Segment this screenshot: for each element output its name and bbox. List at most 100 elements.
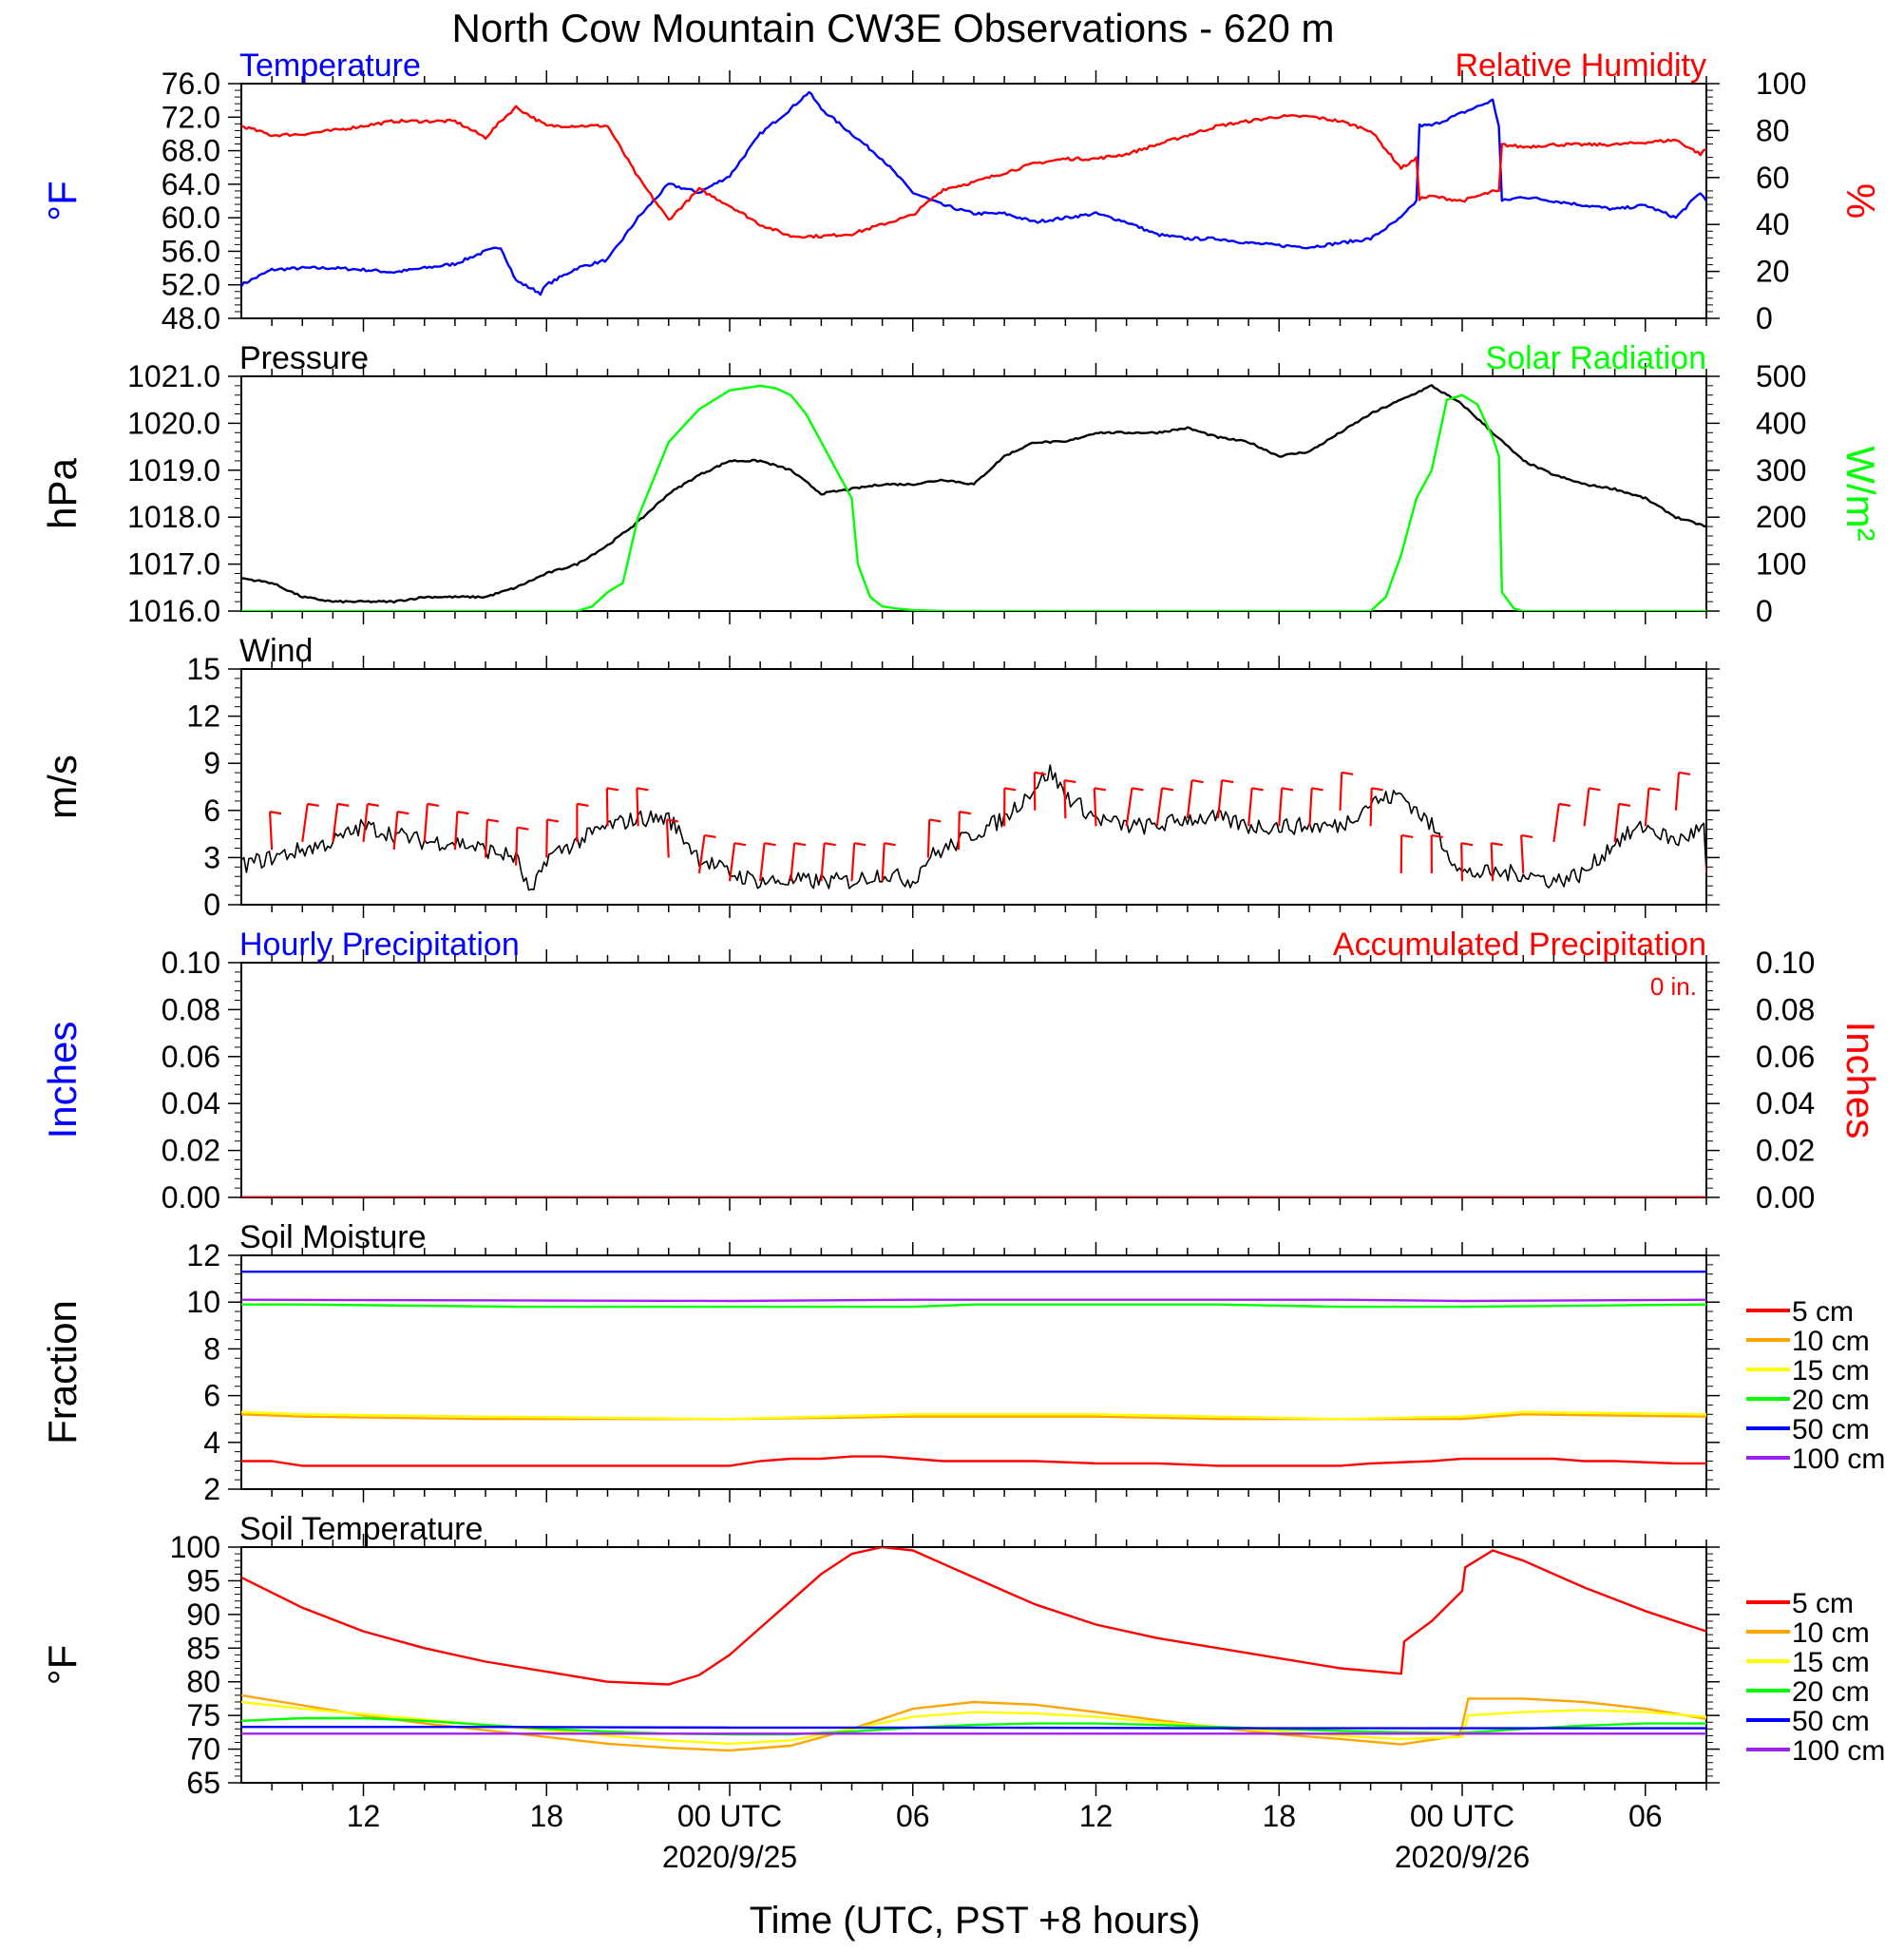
panel-1: 76.072.068.064.060.056.052.048.0 100 80 60 4… — [40, 48, 1883, 335]
wind-barb — [1155, 788, 1164, 827]
wind-barb-flag — [1161, 787, 1174, 792]
wind-barb — [453, 812, 459, 851]
wind-barb-flag — [1708, 835, 1720, 837]
y-tick-label-right: 40 — [1756, 207, 1790, 241]
panel-title-right: Relative Humidity — [1455, 48, 1706, 84]
x-tick-label: 18 — [529, 1799, 563, 1833]
y-tick-label: 12 — [186, 1238, 220, 1272]
wind-barb-flag — [1520, 833, 1533, 839]
plot-frame — [240, 375, 1707, 612]
y-tick-label-right: 60 — [1756, 161, 1790, 195]
y-tick-label: 76.0 — [162, 67, 220, 101]
wind-barb-flag — [1491, 842, 1503, 847]
legend-label: 10 cm — [1792, 1617, 1870, 1649]
wind-barb-flag — [307, 802, 319, 807]
wind-barb — [1552, 803, 1560, 843]
series-line-20-cm — [241, 1303, 1706, 1309]
wind-barb — [1216, 779, 1224, 819]
y-tick-label: 0.00 — [162, 1180, 220, 1215]
legend-label: 15 cm — [1792, 1355, 1870, 1387]
x-date-label: 2020/9/26 — [1395, 1840, 1530, 1874]
wind-barb-flag — [1281, 787, 1294, 792]
y-tick-label: 8 — [203, 1331, 220, 1366]
wind-barb-flag — [269, 811, 282, 815]
series-line-50-cm — [241, 1725, 1706, 1730]
y-tick-label: 0.04 — [162, 1086, 220, 1120]
y-tick-label-right: 0.04 — [1756, 1086, 1815, 1120]
y-tick-label: 12 — [186, 699, 220, 734]
wind-barb — [332, 803, 339, 842]
wind-barb-flag — [929, 818, 942, 823]
y-tick-label: 0.02 — [162, 1134, 220, 1168]
y-tick-label: 52.0 — [162, 268, 220, 302]
y-tick-label-right: 80 — [1756, 113, 1790, 147]
y-tick-label: 2 — [203, 1472, 220, 1506]
wind-barb — [1247, 788, 1253, 827]
y-tick-label: 80 — [186, 1665, 220, 1699]
plot-frame — [240, 668, 1707, 906]
wind-barb — [1125, 788, 1133, 827]
panel-title-left: Temperature — [239, 48, 421, 84]
wind-barb — [1186, 779, 1193, 819]
y-tick-label-right: 200 — [1756, 500, 1806, 534]
wind-barb-flag — [517, 826, 529, 831]
wind-barb-flag — [1311, 787, 1323, 792]
wind-barb-flag — [1648, 787, 1661, 792]
y-tick-label: 95 — [186, 1563, 220, 1597]
wind-barb — [697, 834, 706, 874]
wind-barb — [605, 788, 609, 827]
series-line-wind — [241, 764, 1706, 891]
y-tick-label-right: 0 — [1756, 301, 1773, 335]
y-axis-label: °F — [40, 181, 85, 220]
wind-barb-flag — [337, 802, 350, 807]
y-tick-label: 1019.0 — [127, 453, 220, 488]
plot-area — [241, 1270, 1706, 1467]
series-line-temperature — [241, 90, 1706, 296]
wind-barb-flag — [577, 802, 589, 807]
wind-barb-flag — [884, 842, 896, 847]
y-tick-label: 1017.0 — [127, 547, 220, 582]
y-tick-label: 4 — [203, 1425, 220, 1460]
wind-barb — [790, 843, 796, 882]
wind-barb — [423, 803, 428, 842]
y-tick-label-right: 0.10 — [1756, 946, 1815, 980]
wind-barb — [665, 819, 670, 858]
wind-barb-flag — [1221, 778, 1234, 784]
y-tick-label: 48.0 — [162, 301, 220, 335]
y-tick-label: 56.0 — [162, 234, 220, 268]
wind-barb — [1339, 772, 1343, 811]
series-line-pressure — [241, 384, 1706, 604]
series-line-10-cm — [241, 1693, 1706, 1752]
y-tick-label: 1016.0 — [127, 594, 220, 628]
y-tick-label-right: 20 — [1756, 255, 1790, 289]
y-tick-label: 1020.0 — [127, 406, 220, 440]
wind-barb — [268, 812, 274, 851]
y-tick-label: 64.0 — [162, 167, 220, 201]
wind-barb — [1644, 788, 1650, 827]
plot-area — [241, 764, 1720, 891]
legend-label: 20 cm — [1792, 1385, 1870, 1416]
wind-barb — [850, 843, 856, 882]
y-tick-label: 10 — [186, 1285, 220, 1319]
wind-barb — [881, 843, 885, 882]
plot-area — [241, 90, 1706, 296]
wind-barb-flag — [1618, 802, 1631, 807]
wind-barb — [1369, 788, 1373, 827]
y-axis-label: Inches — [40, 1022, 85, 1139]
plot-frame — [240, 83, 1707, 319]
wind-barb — [1093, 788, 1097, 827]
wind-barb — [1674, 772, 1681, 811]
y-tick-label: 0 — [203, 888, 220, 922]
legend-label: 20 cm — [1792, 1676, 1870, 1708]
y-tick-label-right: 0 — [1756, 594, 1773, 628]
plot-frame — [240, 1546, 1707, 1784]
wind-barb — [1613, 803, 1621, 842]
panel-title-right: Solar Radiation — [1486, 340, 1706, 376]
y-tick-label: 0.10 — [162, 946, 220, 980]
wind-barb-flag — [1191, 778, 1204, 784]
y-tick-label-right: 0.02 — [1756, 1134, 1815, 1168]
wind-barb-flag — [1460, 842, 1474, 847]
series-line-15-cm — [241, 1410, 1706, 1421]
